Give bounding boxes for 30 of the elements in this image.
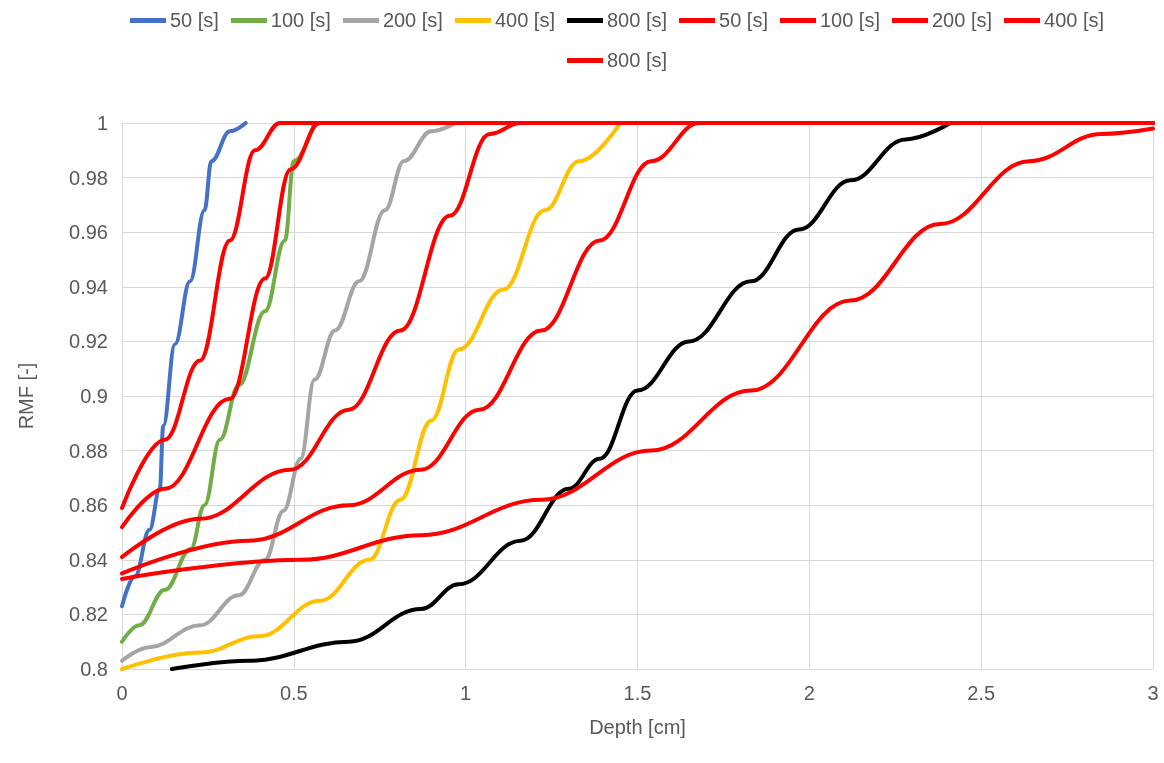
legend-label: 50 [s]: [719, 8, 768, 32]
x-tick-label: 1.5: [623, 682, 652, 704]
x-tick-label: 0: [116, 682, 128, 704]
legend-label: 100 [s]: [819, 8, 880, 32]
x-tick-label: 1: [460, 682, 472, 704]
y-tick-label: 0.86: [69, 494, 108, 517]
legend-label: 400 [s]: [494, 8, 555, 32]
x-tick-label: 0.5: [279, 682, 308, 704]
y-tick-label: 0.88: [69, 439, 108, 462]
x-tick-label: 3: [1147, 682, 1159, 704]
legend-label: 50 [s]: [169, 8, 219, 32]
legend-label: 800 [s]: [606, 8, 668, 32]
y-tick-label: 0.82: [69, 603, 108, 626]
legend-label: 200 [s]: [931, 8, 993, 32]
legend-label: 200 [s]: [382, 8, 443, 32]
y-tick-label: 0.96: [69, 221, 108, 244]
y-tick-label: 0.92: [69, 330, 108, 353]
y-tick-label: 0.98: [69, 166, 108, 189]
y-tick-label: 0.94: [69, 275, 108, 298]
legend-label: 100 [s]: [270, 8, 331, 32]
x-axis-title: Depth [cm]: [589, 716, 686, 738]
legend-label: 800 [s]: [606, 48, 668, 72]
x-tick-label: 2: [803, 682, 815, 704]
y-tick-label: 0.9: [80, 385, 108, 407]
x-tick-label: 2.5: [967, 682, 996, 704]
y-axis-title: RMF [-]: [15, 362, 37, 430]
y-tick-label: 0.8: [80, 658, 108, 680]
legend-label: 400 [s]: [1044, 8, 1105, 32]
y-tick-label: 0.84: [69, 548, 108, 571]
y-tick-label: 1: [96, 112, 108, 134]
